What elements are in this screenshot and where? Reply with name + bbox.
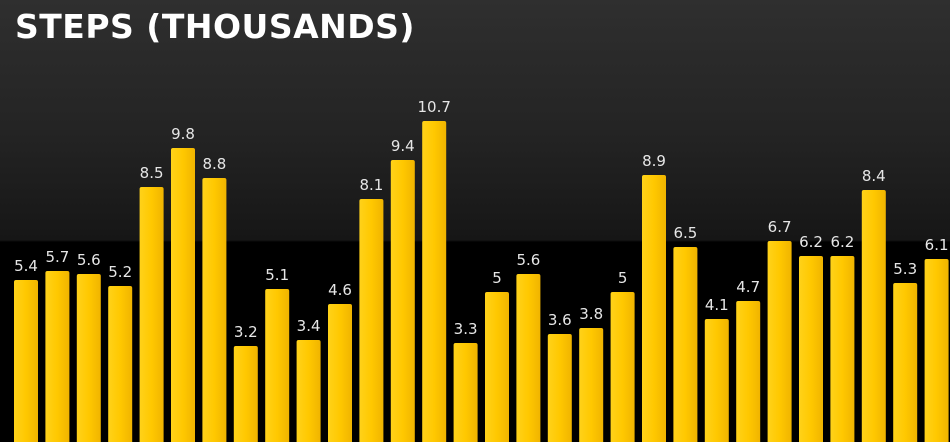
bar-value-label-1: 5.4 <box>14 257 38 275</box>
bar-28 <box>861 190 886 442</box>
bar-value-label-2: 5.7 <box>45 248 69 266</box>
bar-7 <box>202 178 227 442</box>
bar-3 <box>76 274 101 442</box>
bar-value-label-23: 4.1 <box>705 296 729 314</box>
bar-value-label-7: 8.8 <box>202 155 226 173</box>
bar-15 <box>453 343 478 442</box>
bar-value-label-19: 3.8 <box>579 305 603 323</box>
bar-value-label-9: 5.1 <box>265 266 289 284</box>
bar-13 <box>390 160 415 442</box>
bar-value-label-29: 5.3 <box>893 260 917 278</box>
bar-20 <box>610 292 635 442</box>
bar-14 <box>422 121 447 442</box>
bar-value-label-22: 6.5 <box>673 224 697 242</box>
bar-12 <box>359 199 384 442</box>
bar-16 <box>485 292 509 442</box>
bar-value-label-28: 8.4 <box>862 167 886 185</box>
bar-6 <box>171 148 195 442</box>
bar-24 <box>736 301 761 442</box>
bar-value-label-10: 3.4 <box>297 317 321 335</box>
bar-25 <box>767 241 792 442</box>
bar-value-label-6: 9.8 <box>171 125 195 143</box>
bar-value-label-26: 6.2 <box>799 233 823 251</box>
bar-value-label-15: 3.3 <box>454 320 478 338</box>
bar-value-label-3: 5.6 <box>77 251 101 269</box>
bar-value-label-18: 3.6 <box>548 311 572 329</box>
bar-11 <box>328 304 352 442</box>
bar-value-label-4: 5.2 <box>108 263 132 281</box>
bar-9 <box>265 289 290 442</box>
bar-4 <box>108 286 133 442</box>
bar-value-label-5: 8.5 <box>140 164 164 182</box>
bar-value-label-17: 5.6 <box>516 251 540 269</box>
bar-27 <box>830 256 855 442</box>
bar-value-label-25: 6.7 <box>768 218 792 236</box>
bar-23 <box>704 319 729 442</box>
bar-value-label-30: 6.1 <box>925 236 949 254</box>
bar-value-label-12: 8.1 <box>359 176 383 194</box>
bar-2 <box>45 271 70 442</box>
bar-30 <box>924 259 949 442</box>
bar-22 <box>673 247 698 442</box>
bar-5 <box>139 187 164 442</box>
bar-19 <box>579 328 604 442</box>
bar-value-label-14: 10.7 <box>417 98 450 116</box>
bar-value-label-8: 3.2 <box>234 323 258 341</box>
bar-1 <box>14 280 38 442</box>
bar-17 <box>516 274 541 442</box>
bar-value-label-27: 6.2 <box>830 233 854 251</box>
bar-value-label-21: 8.9 <box>642 152 666 170</box>
bar-18 <box>547 334 572 442</box>
bar-8 <box>233 346 258 442</box>
bar-value-label-16: 5 <box>492 269 502 287</box>
chart-title: STEPS (THOUSANDS) <box>15 7 415 46</box>
bar-value-label-20: 5 <box>618 269 628 287</box>
bar-26 <box>799 256 823 442</box>
bar-value-label-11: 4.6 <box>328 281 352 299</box>
bar-value-label-13: 9.4 <box>391 137 415 155</box>
bar-29 <box>893 283 918 442</box>
bar-21 <box>642 175 666 442</box>
bar-value-label-24: 4.7 <box>736 278 760 296</box>
bar-10 <box>296 340 321 442</box>
